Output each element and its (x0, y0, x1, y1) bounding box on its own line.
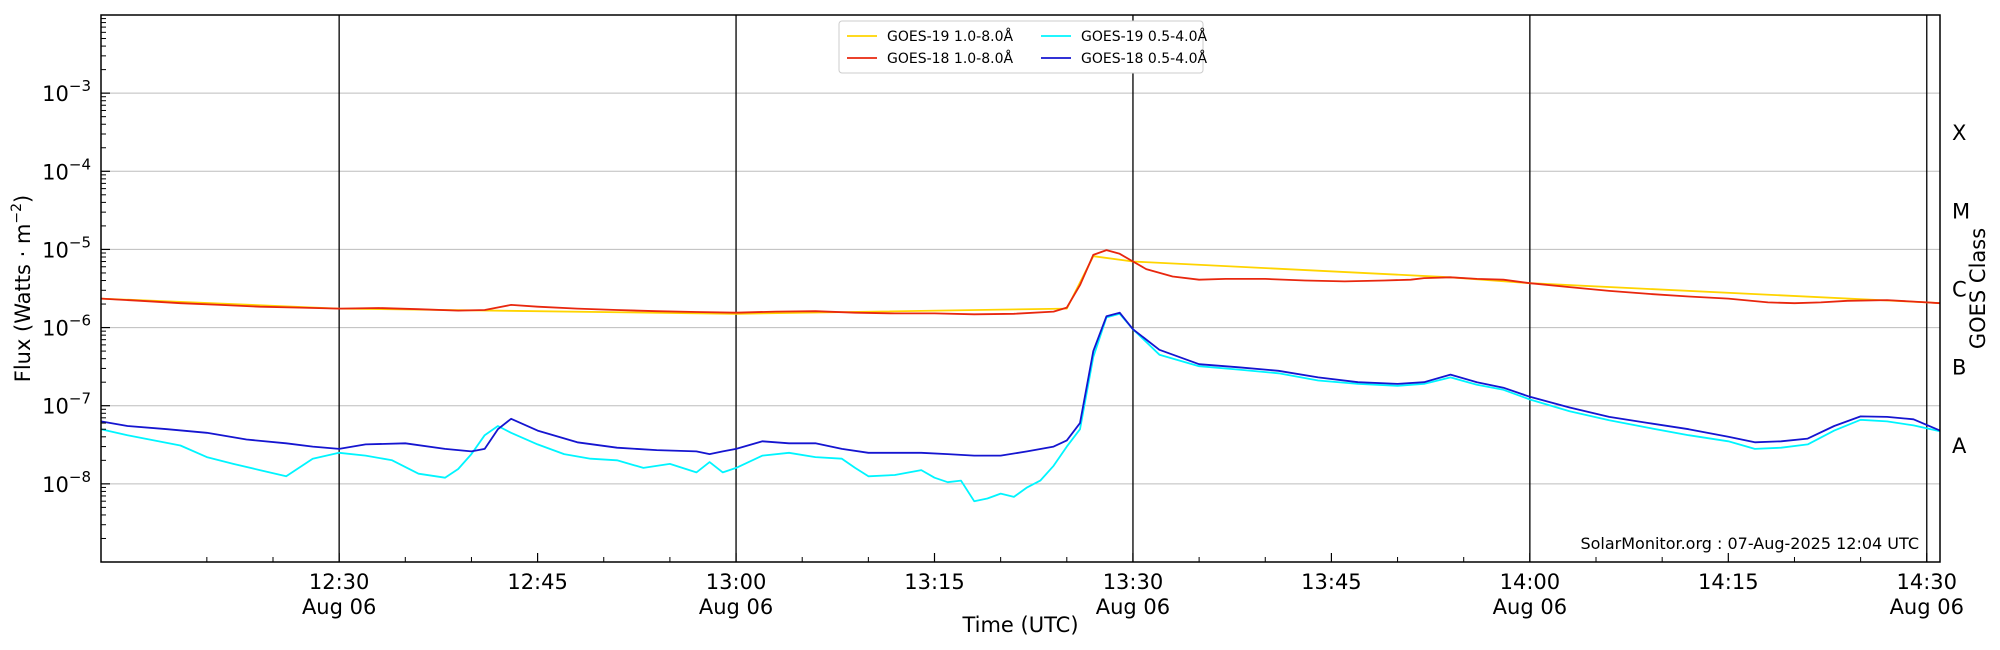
x-tick-label: 13:00 (706, 570, 767, 594)
x-tick-label: 14:30 (1897, 570, 1958, 594)
x-tick-label: 12:30 (309, 570, 370, 594)
x-tick-date-label: Aug 06 (1096, 595, 1170, 619)
goes-class-label: C (1952, 278, 1967, 302)
grid-lines (101, 92, 1940, 485)
y-tick-labels: 10−8 10−7 10−6 10−5 10−4 10−3 (42, 77, 91, 497)
goes-class-label: X (1952, 121, 1966, 145)
goes-class-label: B (1952, 356, 1966, 380)
flux-series (100, 249, 1941, 503)
y-tick-label: 10−6 (42, 312, 91, 341)
y-tick-label: 10−3 (42, 77, 91, 106)
legend-label: GOES-18 1.0-8.0Å (887, 50, 1013, 67)
series-line (100, 255, 1941, 315)
x-tick-date-label: Aug 06 (699, 595, 773, 619)
goes-class-labels: A B C M X (1952, 121, 1970, 458)
series-line (100, 311, 1941, 457)
x-tick-date-label: Aug 06 (1890, 595, 1964, 619)
legend-box (838, 20, 1204, 74)
x-tick-label: 13:45 (1301, 570, 1362, 594)
plot-frame (100, 14, 1941, 563)
series-line (100, 312, 1941, 503)
goes-class-label: A (1952, 434, 1967, 458)
x-axis-title: Time (UTC) (961, 613, 1078, 637)
y-tick-label: 10−5 (42, 233, 91, 262)
goes-class-axis-title: GOES Class (1966, 228, 1990, 349)
day-marker-lines (338, 15, 1928, 562)
legend-label: GOES-19 1.0-8.0Å (887, 28, 1013, 45)
x-tick-label: 14:00 (1500, 570, 1561, 594)
y-tick-label: 10−7 (42, 390, 91, 419)
x-tick-date-label: Aug 06 (302, 595, 376, 619)
y-tick-label: 10−8 (42, 468, 91, 497)
x-tick-label: 13:30 (1103, 570, 1164, 594)
legend-label: GOES-18 0.5-4.0Å (1081, 50, 1207, 67)
credit-text: SolarMonitor.org : 07-Aug-2025 12:04 UTC (1580, 534, 1919, 553)
legend: GOES-19 1.0-8.0Å GOES-18 1.0-8.0Å GOES-19 … (838, 20, 1207, 74)
x-tick-date-label: Aug 06 (1493, 595, 1567, 619)
goes-class-label: M (1952, 199, 1970, 223)
series-line (100, 249, 1941, 316)
x-tick-label: 12:45 (507, 570, 568, 594)
legend-label: GOES-19 0.5-4.0Å (1081, 28, 1207, 45)
y-axis-title: Flux (Watts · m−2) (9, 195, 35, 383)
axis-ticks (101, 18, 1928, 562)
x-tick-label: 14:15 (1698, 570, 1759, 594)
x-tick-label: 13:15 (904, 570, 965, 594)
y-tick-label: 10−4 (42, 155, 91, 184)
